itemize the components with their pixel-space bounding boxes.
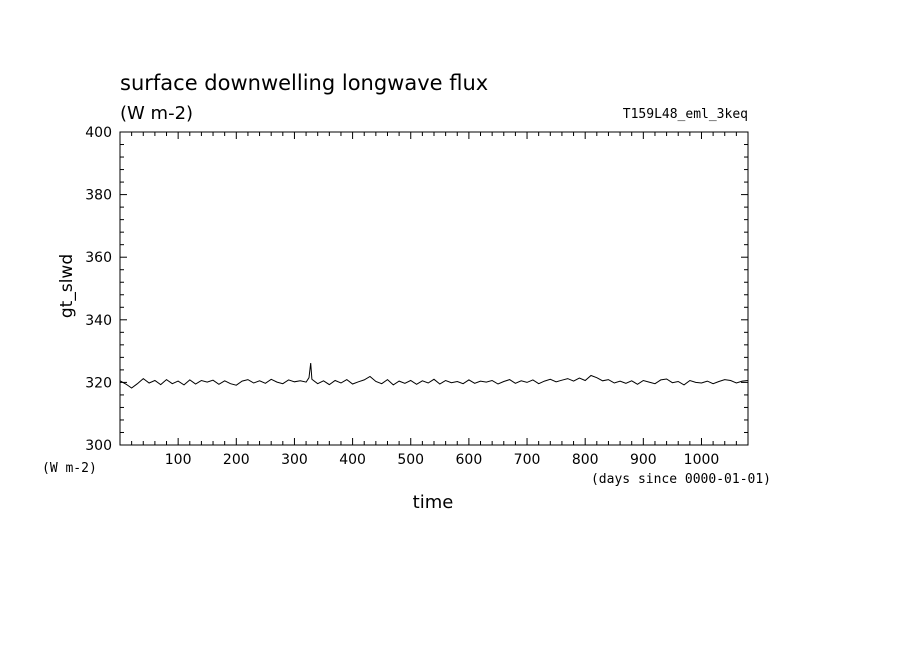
x-tick-label: 300 <box>281 452 308 468</box>
series-line <box>119 362 749 389</box>
y-tick-label: 400 <box>85 125 112 141</box>
x-axis-label: time <box>413 492 454 513</box>
y-unit-label: (W m-2) <box>42 461 97 476</box>
x-tick-label: 200 <box>223 452 250 468</box>
x-tick-label: 500 <box>397 452 424 468</box>
chart-title: surface downwelling longwave flux <box>120 71 488 95</box>
y-tick-label: 300 <box>85 438 112 454</box>
x-unit-label: (days since 0000-01-01) <box>591 472 771 487</box>
run-label: T159L48_eml_3keq <box>623 107 748 122</box>
x-tick-label: 1000 <box>684 452 720 468</box>
x-tick-label: 100 <box>165 452 192 468</box>
y-tick-label: 360 <box>85 250 112 266</box>
y-axis-label: gt_slwd <box>57 254 77 318</box>
x-axis: 100 200 300 400 500 600 700 800 900 1000 <box>131 132 737 468</box>
y-tick-label: 340 <box>85 313 112 329</box>
chart-subtitle: (W m-2) <box>120 103 193 124</box>
y-axis: 300 320 340 360 380 400 <box>85 125 748 454</box>
y-tick-label: 320 <box>85 375 112 391</box>
x-tick-label: 800 <box>572 452 599 468</box>
x-tick-label: 900 <box>630 452 657 468</box>
x-tick-label: 700 <box>514 452 541 468</box>
plot-border <box>119 131 749 446</box>
x-tick-label: 600 <box>456 452 483 468</box>
plot-frame <box>119 131 749 446</box>
x-tick-label: 400 <box>339 452 366 468</box>
y-tick-label: 380 <box>85 188 112 204</box>
